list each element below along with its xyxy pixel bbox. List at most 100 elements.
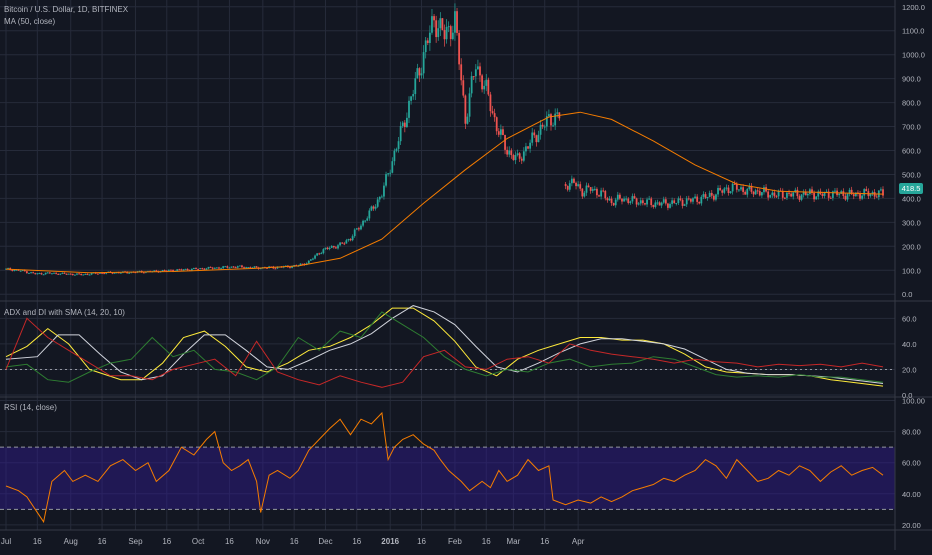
candle-body: [426, 40, 429, 43]
candle-body: [541, 124, 544, 127]
candle-body: [193, 267, 195, 269]
candle-body: [769, 195, 772, 198]
candle-body: [215, 267, 218, 269]
candle-body: [813, 193, 815, 200]
candle-body: [518, 153, 521, 159]
candle-body: [717, 187, 719, 195]
candle-body: [341, 242, 344, 244]
candle-body: [322, 249, 325, 254]
candle-body: [704, 194, 707, 198]
candle-body: [65, 273, 68, 275]
candle-body: [472, 76, 475, 78]
candle-body: [339, 242, 341, 246]
candle-body: [439, 18, 442, 29]
candle-body: [180, 269, 183, 271]
candle-body: [575, 182, 577, 187]
price-tick-label: 600.0: [902, 147, 921, 156]
candle-body: [583, 192, 586, 197]
candle-body: [13, 270, 16, 272]
candle-body: [587, 185, 590, 188]
candle-body: [376, 199, 379, 207]
candle-body: [36, 273, 39, 275]
time-tick-label: Mar: [507, 537, 521, 546]
candle-body: [548, 114, 550, 117]
candle-body: [859, 193, 861, 199]
time-tick-label: 16: [290, 537, 299, 546]
candle-body: [566, 185, 569, 190]
candle-body: [389, 172, 392, 174]
candle-body: [685, 198, 688, 205]
adx-di-lines[interactable]: [5, 305, 884, 388]
candle-body: [869, 194, 872, 197]
price-tick-label: 200.0: [902, 242, 921, 251]
candle-body: [735, 184, 738, 190]
candle-body: [211, 267, 214, 269]
candle-body: [119, 272, 122, 274]
candle-body: [186, 268, 189, 271]
candle-body: [696, 196, 699, 202]
candle-body: [573, 178, 575, 183]
candle-body: [637, 203, 640, 205]
rsi-tick-label: 60.00: [902, 459, 921, 468]
candle-body: [848, 189, 851, 194]
candle-body: [220, 268, 222, 270]
candle-body: [499, 129, 502, 135]
candle-body: [838, 193, 841, 196]
candle-body: [222, 266, 225, 269]
price-tick-label: 800.0: [902, 99, 921, 108]
candle-body: [218, 267, 220, 269]
candle-body: [804, 191, 807, 196]
candle-body: [752, 191, 755, 195]
candle-body: [719, 187, 722, 191]
rsi-tick-label: 20.00: [902, 521, 921, 530]
candle-body: [435, 20, 438, 38]
candle-body: [708, 192, 711, 197]
candle-body: [466, 116, 469, 124]
candle-body: [403, 122, 406, 128]
candle-body: [598, 195, 600, 197]
candle-body: [138, 270, 141, 272]
candle-body: [706, 196, 709, 198]
time-tick-label: 16: [540, 537, 549, 546]
candle-body: [71, 274, 74, 276]
candle-body: [721, 190, 724, 193]
candle-body: [815, 196, 818, 200]
time-tick-label: 16: [352, 537, 361, 546]
candle-body: [606, 198, 609, 201]
candle-body: [723, 188, 726, 193]
candle-body: [516, 153, 519, 156]
candle-body: [581, 188, 584, 197]
adx-series-di_minus: [5, 317, 884, 388]
ma-legend[interactable]: MA (50, close): [4, 17, 56, 26]
candle-body: [163, 270, 166, 272]
time-tick-label: 16: [98, 537, 107, 546]
candle-body: [99, 272, 101, 274]
candle-body: [11, 269, 14, 272]
candle-body: [345, 240, 348, 244]
rsi-line[interactable]: [5, 411, 884, 524]
candle-body: [59, 273, 62, 275]
candle-body: [667, 203, 669, 208]
main-chart-title[interactable]: Bitcoin / U.S. Dollar, 1D, BITFINEX: [4, 5, 129, 14]
candle-body: [380, 196, 383, 198]
candle-body: [669, 203, 671, 208]
candle-body: [477, 66, 479, 70]
time-tick-label: Dec: [318, 537, 332, 546]
candle-body: [15, 269, 18, 271]
candle-body: [533, 132, 536, 136]
candle-body: [660, 202, 663, 206]
candle-body: [861, 195, 864, 199]
adx-legend[interactable]: ADX and DI with SMA (14, 20, 10): [4, 308, 125, 317]
candle-body: [232, 266, 235, 268]
rsi-legend[interactable]: RSI (14, close): [4, 403, 57, 412]
candle-body: [209, 266, 212, 268]
candle-body: [197, 269, 200, 271]
candle-body: [497, 131, 500, 135]
ma-50-line[interactable]: [5, 111, 884, 274]
candle-body: [51, 273, 53, 275]
candle-body: [78, 273, 80, 275]
candle-body: [700, 196, 703, 204]
candle-body: [115, 272, 118, 274]
candle-body: [335, 247, 337, 249]
